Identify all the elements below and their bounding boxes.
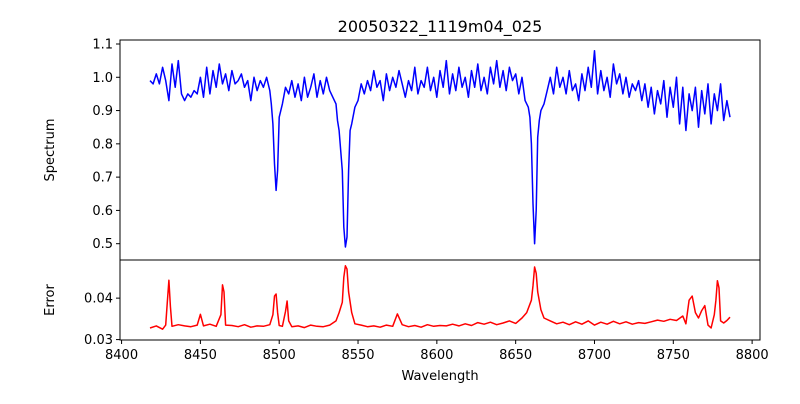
error-ytick-label: 0.03 [84,333,113,348]
error-panel: 0.03 0.04 8400 8450 8500 8550 8600 8650 8700 875… [43,259,769,384]
x-tick-label: 8550 [341,348,374,363]
spectrum-plot-area [149,49,731,248]
spectrum-panel: 0.5 0.6 0.7 0.8 0.9 1.0 1.1 Spectrum [43,37,761,261]
x-tick-label: 8450 [184,348,217,363]
x-tick-label: 8700 [578,348,611,363]
x-tick-label: 8800 [736,348,769,363]
chart-title: 20050322_1119m04_025 [338,17,543,37]
spectrum-ytick-label: 0.5 [92,237,113,252]
x-tick-label: 8750 [657,348,690,363]
error-line [149,265,731,330]
spectrum-ytick-label: 0.9 [92,104,113,119]
spectrum-ytick-label: 0.6 [92,204,113,219]
spectrum-line [149,49,731,248]
x-tick-label: 8600 [420,348,453,363]
error-ylabel: Error [43,284,58,316]
spectrum-ytick-label: 1.1 [92,37,113,52]
spectrum-ytick-label: 0.7 [92,171,113,186]
spectrum-ytick-label: 0.8 [92,137,113,152]
x-tick-label: 8400 [105,348,138,363]
spectrum-ylabel: Spectrum [43,119,58,182]
x-tick-label: 8650 [499,348,532,363]
error-plot-area [149,265,731,330]
error-ytick-label: 0.04 [84,292,113,307]
x-axis-label: Wavelength [401,369,478,384]
error-axes-frame [119,259,761,341]
spectrum-ytick-label: 1.0 [92,71,113,86]
x-tick-label: 8500 [263,348,296,363]
